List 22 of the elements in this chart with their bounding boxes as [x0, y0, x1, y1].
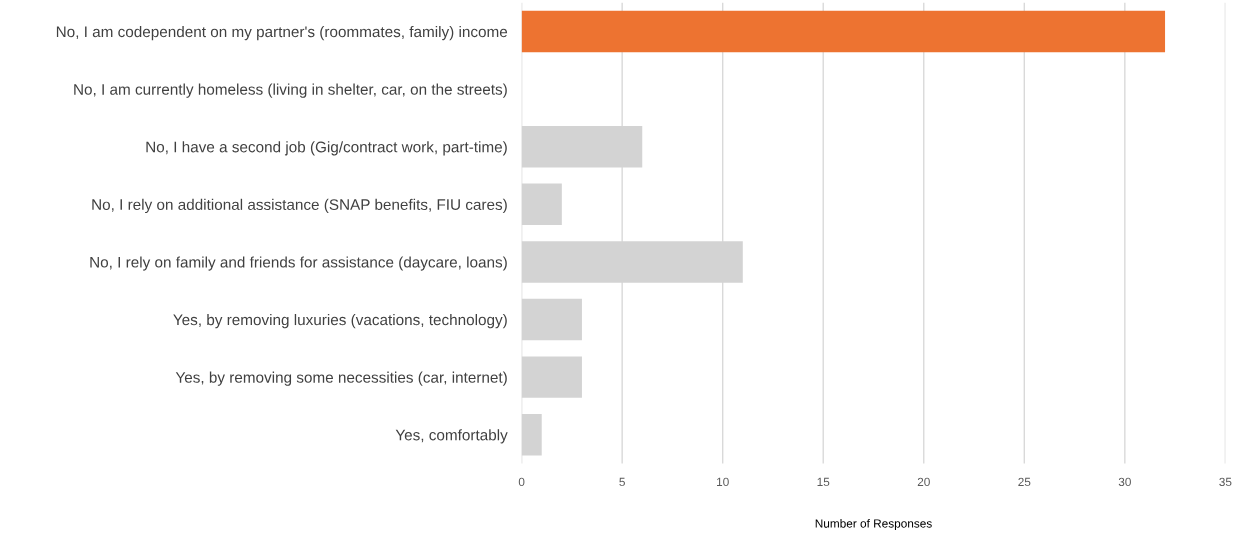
y-tick-label: No, I am codependent on my partner's (roommates, family) income — [56, 25, 508, 41]
x-tick-label: 0 — [518, 477, 525, 487]
y-tick-label: Yes, by removing luxuries (vacations, technology) — [173, 313, 507, 329]
y-tick-label: Yes, by removing some necessities (car, internet) — [175, 371, 507, 386]
y-tick-label: Yes, comfortably — [395, 429, 508, 444]
bar — [521, 10, 1166, 53]
y-tick-label: No, I rely on family and friends for assistance (daycare, loans) — [90, 256, 507, 271]
x-tick-label: 35 — [1219, 477, 1232, 487]
y-tick-label: No, I have a second job (Gig/contract work, part-time) — [146, 141, 507, 156]
y-tick-label: No, I rely on additional assistance (SNAP benefits, FIU cares) — [92, 198, 507, 214]
x-tick-label: 5 — [619, 477, 625, 487]
bar — [521, 183, 562, 226]
bar — [521, 298, 582, 341]
x-tick-label: 10 — [717, 477, 729, 487]
bar — [521, 414, 542, 456]
bar — [521, 356, 582, 398]
x-axis-title: Number of Responses — [815, 518, 932, 530]
y-tick-label: No, I am currently homeless (living in shelter, car, on the streets) — [74, 83, 507, 98]
x-tick-label: 20 — [917, 477, 930, 487]
x-tick-label: 30 — [1118, 477, 1131, 487]
x-tick-label: 25 — [1018, 477, 1031, 487]
x-tick-label: 15 — [817, 477, 830, 487]
